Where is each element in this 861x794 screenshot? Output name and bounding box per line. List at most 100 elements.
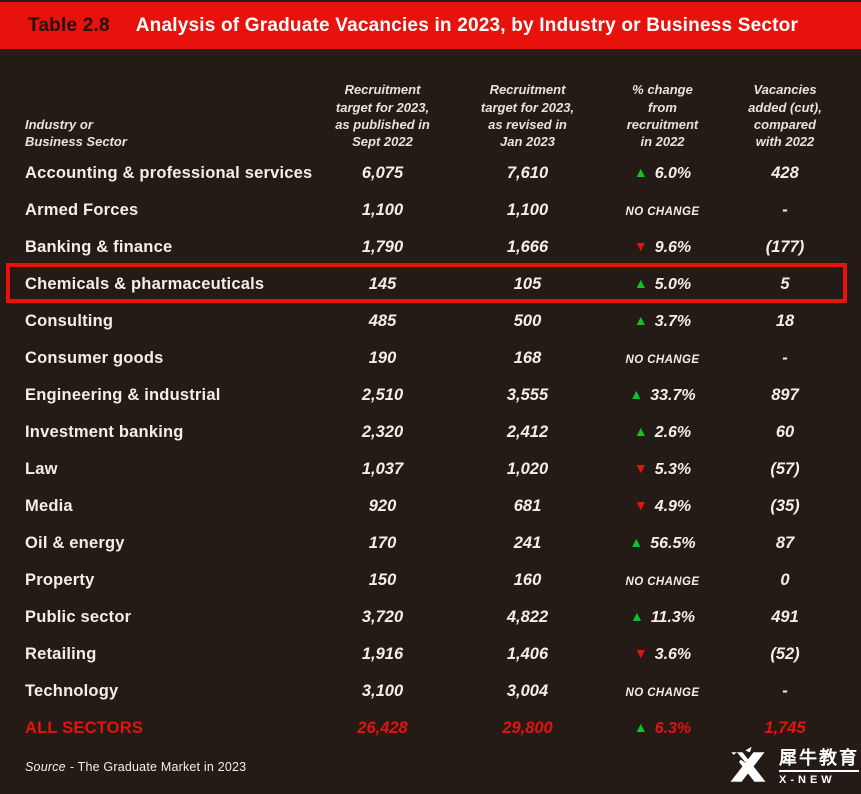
column-header-change: % change from recruitment in 2022 — [626, 82, 699, 149]
trend-down-icon: ▼ — [633, 496, 648, 513]
change-cell: ▼ 5.3% — [600, 461, 725, 479]
change-value: NO CHANGE — [625, 353, 700, 366]
industry-name: Media — [25, 497, 73, 515]
industry-name: Retailing — [25, 645, 97, 663]
trend-up-icon: ▲ — [629, 607, 644, 624]
target-sept-value: 3,100 — [361, 682, 404, 700]
table-row: Engineering & industrial 2,510 3,555 ▲ 33… — [0, 377, 845, 414]
table-row: Retailing 1,916 1,406 ▼ 3.6% (52) — [0, 636, 845, 673]
change-value: NO CHANGE — [625, 205, 700, 218]
change-cell: ▲ 33.7% — [600, 387, 725, 405]
change-value: 56.5% — [650, 534, 696, 552]
table-row: Chemicals & pharmaceuticals 145 105 ▲ 5.0… — [0, 266, 845, 303]
source-label: Source — [25, 760, 66, 774]
table-number-label: Table 2.8 — [28, 14, 110, 36]
vacancies-value: - — [782, 682, 788, 700]
trend-up-icon: ▲ — [629, 385, 644, 402]
page-title: Analysis of Graduate Vacancies in 2023, … — [135, 14, 799, 36]
table-row: Property 150 160 NO CHANGE 0 — [0, 562, 845, 599]
target-jan-value: 105 — [513, 275, 542, 293]
change-cell: ▼ 9.6% — [600, 239, 725, 257]
change-cell: NO CHANGE — [600, 350, 725, 368]
target-sept-value: 920 — [368, 497, 397, 515]
target-jan-value: 3,004 — [506, 682, 549, 700]
target-sept-value: 1,037 — [361, 460, 404, 478]
change-cell: NO CHANGE — [600, 683, 725, 701]
target-jan-value: 7,610 — [506, 164, 549, 182]
change-value: 3.6% — [654, 645, 692, 663]
vacancies-value: (177) — [765, 238, 805, 256]
industry-name: Accounting & professional services — [25, 164, 313, 182]
table-row: Banking & finance 1,790 1,666 ▼ 9.6% (177… — [0, 229, 845, 266]
change-cell: ▲ 2.6% — [600, 424, 725, 442]
table-row: Investment banking 2,320 2,412 ▲ 2.6% 60 — [0, 414, 845, 451]
table-rows: Accounting & professional services 6,075… — [0, 155, 845, 747]
vacancies-value: 0 — [780, 571, 790, 589]
total-row: ALL SECTORS 26,428 29,800 ▲ 6.3% 1,745 — [0, 710, 845, 747]
trend-down-icon: ▼ — [633, 237, 648, 254]
change-cell: ▼ 3.6% — [600, 646, 725, 664]
trend-up-icon: ▲ — [629, 533, 644, 550]
target-sept-value: 145 — [368, 275, 397, 293]
column-header-target-jan: Recruitment target for 2023, as revised … — [480, 82, 575, 149]
table-title-bar: Table 2.8 Analysis of Graduate Vacancies… — [0, 2, 861, 49]
table-row: Consulting 485 500 ▲ 3.7% 18 — [0, 303, 845, 340]
column-header-industry: Industry or Business Sector — [25, 116, 127, 149]
change-value: 9.6% — [654, 238, 692, 256]
vacancies-value: 428 — [771, 164, 799, 182]
target-sept-value: 1,916 — [361, 645, 404, 663]
change-cell: ▲ 6.3% — [600, 720, 725, 738]
target-jan-value: 4,822 — [506, 608, 549, 626]
vacancies-value: 18 — [775, 312, 795, 330]
industry-name: Technology — [25, 682, 119, 700]
industry-name: Engineering & industrial — [25, 386, 221, 404]
table-row: Media 920 681 ▼ 4.9% (35) — [0, 488, 845, 525]
trend-up-icon: ▲ — [633, 311, 648, 328]
industry-name: Chemicals & pharmaceuticals — [25, 275, 265, 293]
watermark-cn-text: 犀牛教育 — [779, 747, 859, 768]
table-row: Public sector 3,720 4,822 ▲ 11.3% 491 — [0, 599, 845, 636]
source-note: Source - The Graduate Market in 2023 — [25, 760, 246, 774]
table-row: Law 1,037 1,020 ▼ 5.3% (57) — [0, 451, 845, 488]
target-jan-value: 29,800 — [502, 719, 553, 737]
change-value: 2.6% — [654, 423, 692, 441]
industry-name: Law — [25, 460, 58, 478]
watermark: 犀牛教育 X-NEW — [724, 744, 859, 790]
table-row: Armed Forces 1,100 1,100 NO CHANGE - — [0, 192, 845, 229]
target-jan-value: 1,020 — [506, 460, 549, 478]
change-cell: ▲ 6.0% — [600, 165, 725, 183]
watermark-divider — [779, 770, 859, 773]
industry-name: Banking & finance — [25, 238, 173, 256]
trend-up-icon: ▲ — [633, 422, 648, 439]
change-value: 11.3% — [650, 608, 696, 626]
trend-down-icon: ▼ — [633, 459, 648, 476]
trend-up-icon: ▲ — [633, 718, 648, 735]
target-sept-value: 190 — [368, 349, 397, 367]
trend-up-icon: ▲ — [633, 163, 648, 180]
industry-name: Consumer goods — [25, 349, 164, 367]
table-header-row: Industry or Business Sector Recruitment … — [0, 62, 845, 150]
change-cell: ▲ 11.3% — [600, 609, 725, 627]
x-new-logo-icon — [730, 746, 766, 782]
change-value: 5.3% — [654, 460, 692, 478]
target-jan-value: 160 — [513, 571, 542, 589]
target-jan-value: 681 — [513, 497, 542, 515]
vacancies-value: - — [782, 201, 788, 219]
vacancies-value: 1,745 — [764, 719, 806, 737]
trend-up-icon: ▲ — [633, 274, 648, 291]
change-cell: ▲ 56.5% — [600, 535, 725, 553]
table-row: Oil & energy 170 241 ▲ 56.5% 87 — [0, 525, 845, 562]
source-text: - The Graduate Market in 2023 — [69, 760, 247, 774]
change-value: NO CHANGE — [625, 686, 700, 699]
change-cell: NO CHANGE — [600, 202, 725, 220]
vacancies-value: 897 — [771, 386, 799, 404]
target-sept-value: 1,790 — [361, 238, 404, 256]
change-value: 33.7% — [650, 386, 696, 404]
target-sept-value: 485 — [368, 312, 397, 330]
vacancies-value: (57) — [770, 460, 800, 478]
change-value: 6.3% — [654, 719, 692, 737]
target-sept-value: 170 — [368, 534, 397, 552]
vacancies-value: 60 — [775, 423, 795, 441]
change-value: 5.0% — [654, 275, 692, 293]
